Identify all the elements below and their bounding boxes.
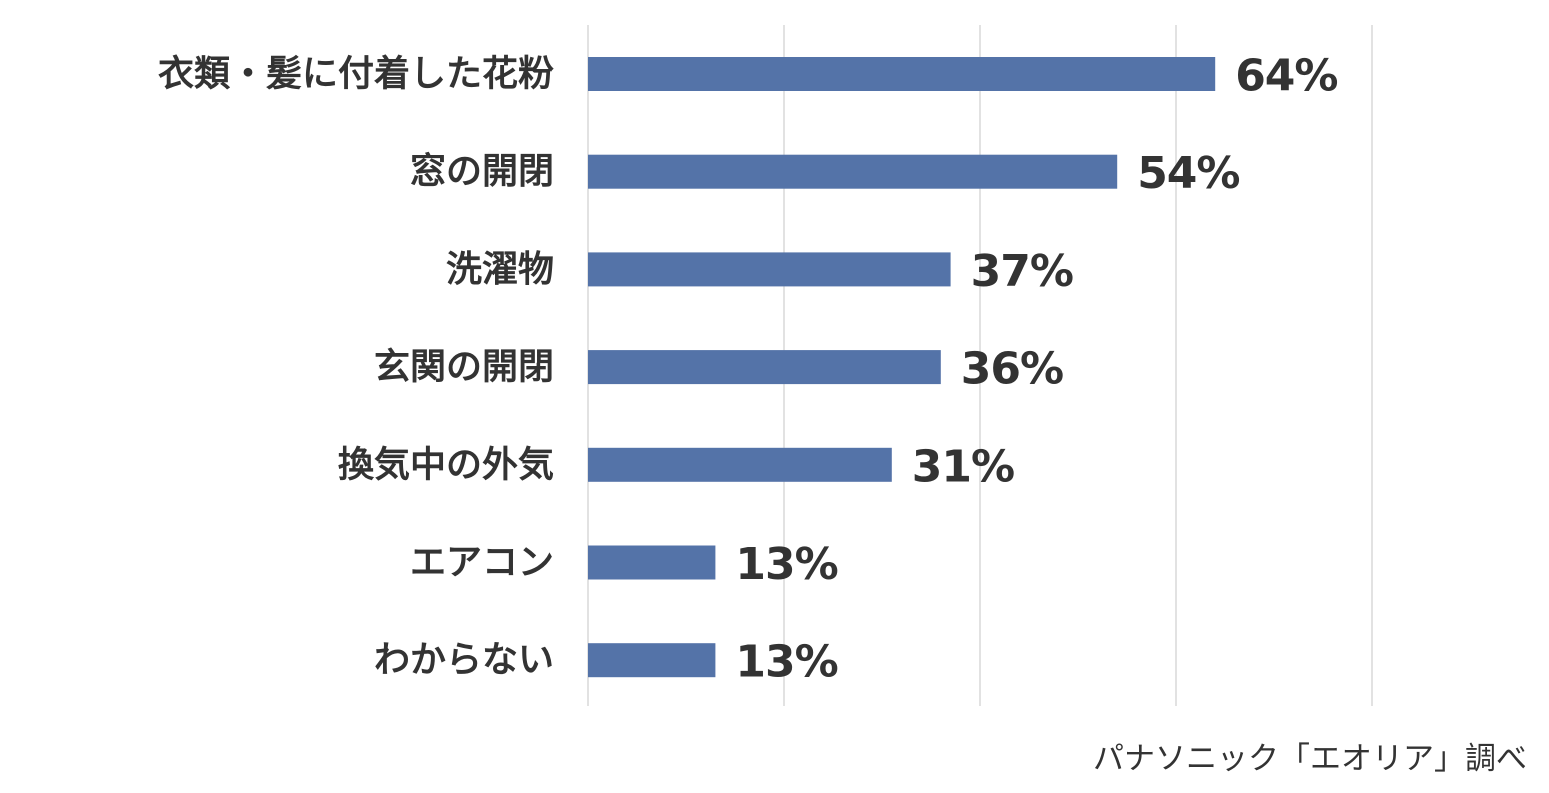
bar-3	[588, 350, 941, 385]
bar-6	[588, 643, 716, 678]
value-label-5: 13%	[735, 539, 837, 590]
category-label-3: 玄関の開閉	[374, 347, 554, 388]
source-note: パナソニック「エオリア」調べ	[1093, 741, 1527, 777]
bar-0	[588, 57, 1216, 91]
gridlines	[587, 25, 1373, 706]
value-label-4: 31%	[912, 441, 1014, 492]
category-label-6: わからない	[374, 640, 554, 681]
bar-1	[588, 154, 1118, 189]
category-label-5: エアコン	[410, 542, 554, 583]
bar-2	[588, 252, 951, 287]
bar-5	[588, 545, 716, 580]
value-label-1: 54%	[1137, 148, 1239, 199]
category-label-4: 換気中の外気	[338, 444, 554, 485]
value-label-6: 13%	[735, 637, 837, 688]
value-labels: 64% 54% 37% 36% 31% 13% 13%	[735, 51, 1338, 688]
value-label-3: 36%	[961, 344, 1063, 395]
category-label-1: 窓の開閉	[410, 151, 554, 192]
bars	[588, 57, 1216, 678]
category-label-2: 洗濯物	[446, 249, 554, 290]
bar-4	[588, 447, 892, 482]
value-label-2: 37%	[971, 246, 1073, 297]
value-label-0: 64%	[1235, 51, 1337, 102]
category-label-0: 衣類・髪に付着した花粉	[158, 54, 554, 95]
